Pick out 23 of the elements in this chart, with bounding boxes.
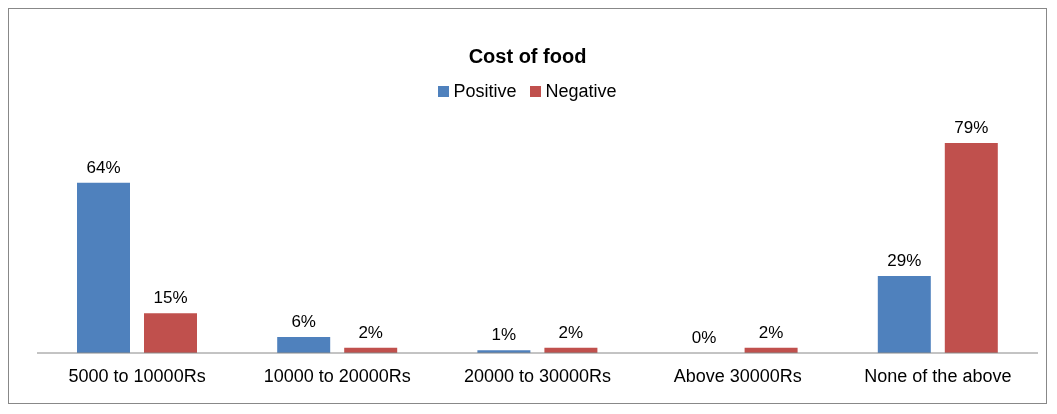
data-label: 6% <box>291 312 316 332</box>
data-label: 2% <box>758 322 784 342</box>
data-label: 2% <box>358 322 383 342</box>
x-tick-label: 20000 to 30000Rs <box>463 365 612 386</box>
x-tick-label: 5000 to 10000Rs <box>68 365 206 386</box>
legend-label: Positive <box>453 80 517 102</box>
bar <box>144 313 197 353</box>
bar <box>277 337 331 353</box>
data-label: 15% <box>153 288 188 308</box>
x-tick-label: 10000 to 20000Rs <box>263 365 411 386</box>
bar <box>77 182 130 353</box>
bar <box>877 275 931 353</box>
data-label: 79% <box>954 118 989 137</box>
chart-title: Cost of food <box>467 44 588 69</box>
bar <box>944 143 998 353</box>
data-label: 0% <box>691 327 717 347</box>
x-tick-label: Above 30000Rs <box>673 365 802 386</box>
x-tick-label: None of the above <box>864 365 1012 386</box>
data-label: 64% <box>86 157 121 177</box>
legend-label: Negative <box>545 80 617 102</box>
data-label: 29% <box>887 250 922 270</box>
data-label: 1% <box>491 325 517 345</box>
data-label: 2% <box>558 322 584 342</box>
